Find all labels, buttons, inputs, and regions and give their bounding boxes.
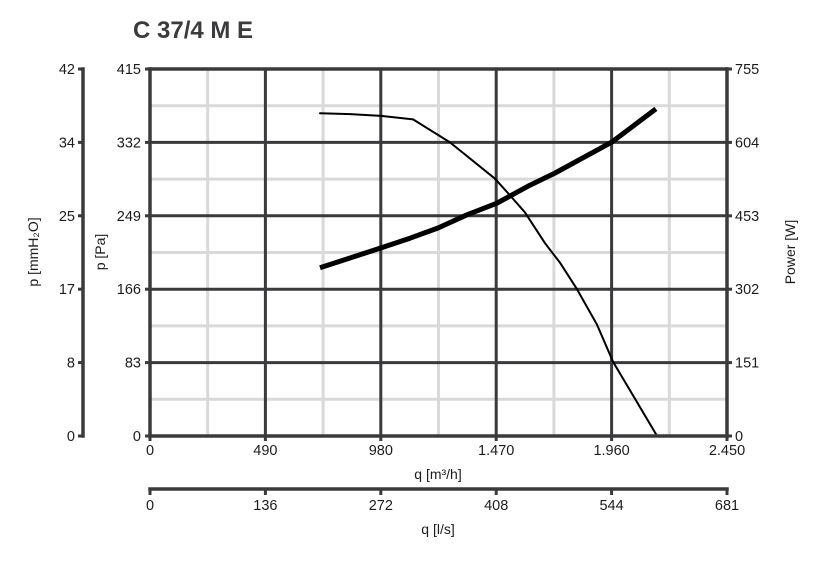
major-gridlines [150,69,727,436]
x-tick-label-m3h: 1.470 [478,443,514,459]
y-tick-label-mmh2o: 8 [67,356,75,372]
y-tick-label-pa: 83 [125,356,141,372]
x-tick-label-m3h: 490 [253,443,277,459]
x2-tick-label-ls: 0 [146,498,154,514]
x-axis-label-m3h: q [m³/h] [414,466,461,482]
y-axis-label-pa: p [Pa] [92,234,108,271]
y-tick-label-mmh2o: 0 [67,429,75,445]
x2-tick-label-ls: 408 [484,498,508,514]
y-tick-label-pa: 0 [133,429,141,445]
y2-tick-label-power: 151 [735,356,759,372]
y2-tick-label-power: 453 [735,209,759,225]
x-tick-label-m3h: 1.960 [593,443,629,459]
y-tick-label-mmh2o: 17 [59,282,75,298]
curves [319,106,659,437]
y2-tick-label-power: 755 [735,62,759,78]
pressure-curve [319,112,659,437]
x2-tick-label-ls: 681 [715,498,739,514]
y-tick-label-pa: 415 [117,62,141,78]
chart-title: C 37/4 M E [133,17,253,44]
x-tick-label-m3h: 980 [369,443,393,459]
y-axis-label-mmh2o: p [mmH₂O] [25,217,41,286]
y-tick-label-mmh2o: 42 [59,62,75,78]
x2-tick-label-ls: 136 [253,498,277,514]
y-tick-label-mmh2o: 34 [59,135,75,151]
x-tick-label-m3h: 2.450 [709,443,745,459]
x2-tick-label-ls: 272 [369,498,393,514]
y-tick-label-mmh2o: 25 [59,209,75,225]
x2-tick-label-ls: 544 [599,498,623,514]
power-curve [319,106,658,271]
y-tick-label-pa: 166 [117,282,141,298]
x2-axis-label-ls: q [l/s] [421,521,454,537]
x-tick-label-m3h: 0 [146,443,154,459]
axes [78,67,732,495]
y-tick-label-pa: 332 [117,135,141,151]
y2-tick-label-power: 302 [735,282,759,298]
y2-axis-label-power: Power [W] [782,220,798,285]
y-tick-label-pa: 249 [117,209,141,225]
y2-tick-label-power: 0 [735,429,743,445]
minor-gridlines [150,69,727,436]
y2-tick-label-power: 604 [735,135,759,151]
